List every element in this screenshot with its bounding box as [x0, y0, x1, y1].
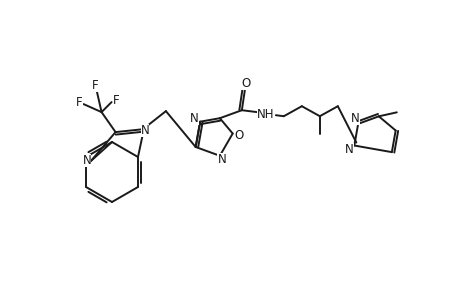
Text: N: N	[344, 143, 353, 156]
Text: N: N	[190, 112, 198, 125]
Text: N: N	[82, 154, 91, 166]
Text: N: N	[350, 112, 359, 125]
Text: F: F	[76, 96, 83, 109]
Text: N: N	[140, 124, 149, 136]
Text: O: O	[234, 129, 243, 142]
Text: F: F	[113, 94, 120, 106]
Text: NH: NH	[257, 108, 274, 121]
Text: F: F	[92, 79, 99, 92]
Text: O: O	[241, 77, 250, 90]
Text: N: N	[217, 153, 226, 166]
